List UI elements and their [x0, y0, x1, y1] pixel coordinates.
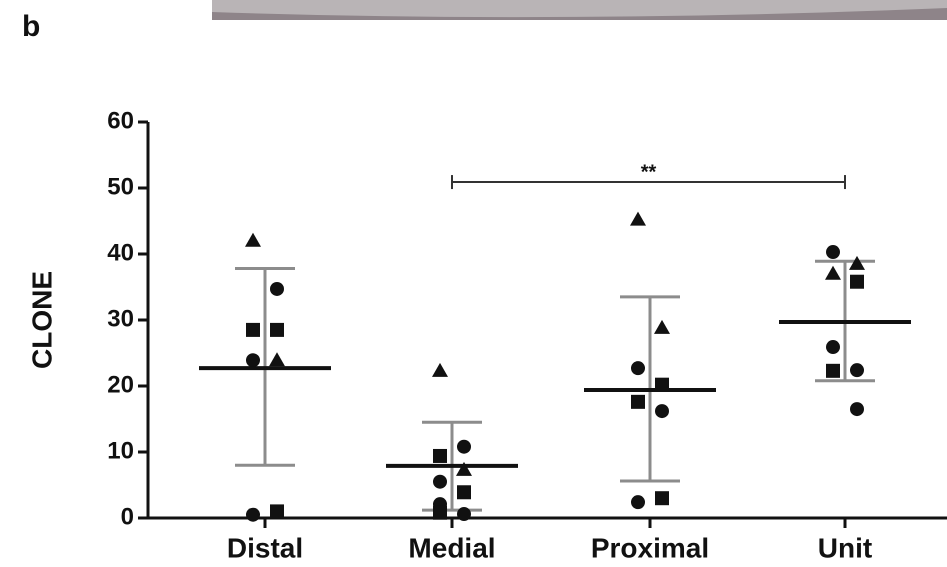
point [850, 402, 864, 416]
point [246, 353, 260, 367]
point [654, 320, 670, 334]
point [631, 361, 645, 375]
point [246, 323, 260, 337]
point [826, 364, 840, 378]
point [457, 507, 471, 521]
point [631, 395, 645, 409]
point [433, 449, 447, 463]
point [270, 282, 284, 296]
y-tick-label: 50 [107, 173, 134, 200]
point [849, 256, 865, 270]
point [826, 245, 840, 259]
y-tick-label: 20 [107, 371, 134, 398]
point [457, 440, 471, 454]
point [825, 266, 841, 280]
x-tick-label: Distal [227, 532, 303, 563]
x-tick-label: Unit [818, 532, 872, 563]
point [246, 508, 260, 522]
y-tick-label: 0 [121, 503, 134, 530]
y-tick-label: 60 [107, 107, 134, 134]
point [432, 363, 448, 377]
point [850, 275, 864, 289]
y-tick-label: 10 [107, 437, 134, 464]
y-tick-label: 30 [107, 305, 134, 332]
point [655, 491, 669, 505]
x-tick-label: Medial [408, 532, 495, 563]
y-tick-label: 40 [107, 239, 134, 266]
point [850, 363, 864, 377]
point [269, 352, 285, 366]
panel-label: b [22, 10, 40, 43]
x-tick-label: Proximal [591, 532, 709, 563]
y-axis-label: CLONE [26, 271, 57, 369]
figure: b CLONE 0 10 20 30 40 50 60 Distal Medial Proxima… [0, 0, 947, 567]
point [655, 404, 669, 418]
point [433, 475, 447, 489]
point [826, 340, 840, 354]
point [631, 495, 645, 509]
point [245, 233, 261, 247]
point [270, 323, 284, 337]
point [630, 212, 646, 226]
point [433, 506, 447, 520]
point [270, 504, 284, 518]
significance-label: ** [641, 161, 657, 183]
point [457, 485, 471, 499]
